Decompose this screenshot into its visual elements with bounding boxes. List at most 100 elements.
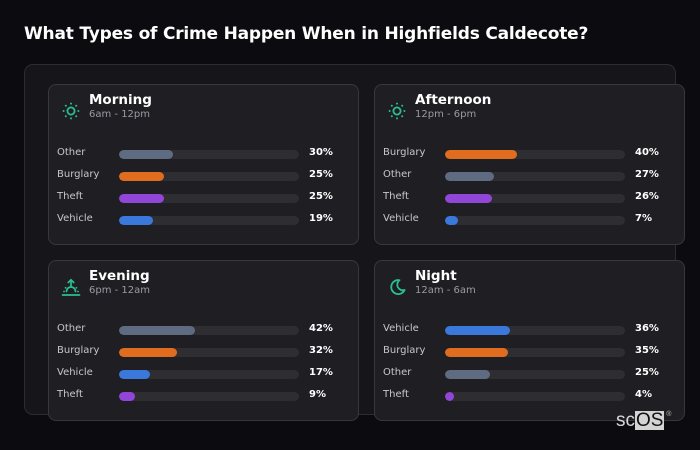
sun-icon: [61, 101, 81, 121]
category-label: Vehicle: [383, 323, 419, 334]
percent-value: 25%: [309, 169, 333, 180]
bar-track: [119, 194, 299, 203]
bar-row-other: Other 30%: [49, 145, 358, 163]
bar-fill-theft: [445, 194, 492, 203]
percent-value: 27%: [635, 169, 659, 180]
bar-row-other: Other 27%: [375, 167, 684, 185]
bar-row-burglary: Burglary 32%: [49, 343, 358, 361]
category-label: Other: [383, 169, 412, 180]
percent-value: 7%: [635, 213, 652, 224]
moon-icon: [387, 277, 407, 297]
bar-track: [119, 150, 299, 159]
bar-track: [445, 326, 625, 335]
bar-fill-vehicle: [445, 326, 510, 335]
category-label: Vehicle: [57, 367, 93, 378]
sunset-icon: [61, 277, 81, 297]
category-label: Burglary: [383, 345, 426, 356]
percent-value: 17%: [309, 367, 333, 378]
bar-row-burglary: Burglary 40%: [375, 145, 684, 163]
bar-fill-theft: [445, 392, 454, 401]
percent-value: 35%: [635, 345, 659, 356]
bar-fill-other: [445, 370, 490, 379]
bar-fill-theft: [119, 194, 164, 203]
page-title: What Types of Crime Happen When in Highf…: [24, 24, 589, 44]
category-label: Vehicle: [57, 213, 93, 224]
scos-logo: sc OS ®: [616, 410, 671, 431]
card-title: Night: [415, 268, 457, 284]
percent-value: 32%: [309, 345, 333, 356]
percent-value: 36%: [635, 323, 659, 334]
bar-track: [445, 370, 625, 379]
sun-icon: [387, 101, 407, 121]
bar-track: [119, 370, 299, 379]
category-label: Burglary: [57, 345, 100, 356]
percent-value: 25%: [635, 367, 659, 378]
percent-value: 26%: [635, 191, 659, 202]
bar-row-theft: Theft 26%: [375, 189, 684, 207]
percent-value: 30%: [309, 147, 333, 158]
bar-track: [119, 326, 299, 335]
period-card-morning: Morning 6am - 12pm Other 30% Burglary 25% Th…: [48, 84, 359, 245]
percent-value: 40%: [635, 147, 659, 158]
period-card-night: Night 12am - 6am Vehicle 36% Burglary 35% Ot…: [374, 260, 685, 421]
bar-row-theft: Theft 4%: [375, 387, 684, 405]
bar-row-burglary: Burglary 35%: [375, 343, 684, 361]
percent-value: 25%: [309, 191, 333, 202]
bar-row-vehicle: Vehicle 17%: [49, 365, 358, 383]
card-time-range: 6am - 12pm: [89, 109, 151, 120]
card-header: Afternoon 12pm - 6pm: [375, 85, 684, 125]
bar-track: [119, 216, 299, 225]
category-label: Theft: [383, 191, 409, 202]
bar-track: [445, 194, 625, 203]
category-label: Burglary: [383, 147, 426, 158]
bar-track: [119, 172, 299, 181]
category-label: Theft: [57, 191, 83, 202]
bar-fill-burglary: [445, 348, 508, 357]
category-label: Other: [57, 323, 86, 334]
bar-fill-other: [445, 172, 494, 181]
card-time-range: 6pm - 12am: [89, 285, 151, 296]
card-header: Night 12am - 6am: [375, 261, 684, 301]
percent-value: 42%: [309, 323, 333, 334]
bar-row-theft: Theft 9%: [49, 387, 358, 405]
registered-mark: ®: [666, 411, 672, 418]
period-card-evening: Evening 6pm - 12am Other 42% Burglary 32% Ve…: [48, 260, 359, 421]
card-time-range: 12pm - 6pm: [415, 109, 477, 120]
percent-value: 4%: [635, 389, 652, 400]
card-title: Evening: [89, 268, 150, 284]
card-header: Morning 6am - 12pm: [49, 85, 358, 125]
percent-value: 19%: [309, 213, 333, 224]
category-label: Other: [383, 367, 412, 378]
bar-fill-burglary: [445, 150, 517, 159]
category-label: Theft: [57, 389, 83, 400]
period-card-afternoon: Afternoon 12pm - 6pm Burglary 40% Other 27%…: [374, 84, 685, 245]
bar-row-vehicle: Vehicle 19%: [49, 211, 358, 229]
bar-fill-burglary: [119, 348, 177, 357]
card-title: Morning: [89, 92, 152, 108]
bar-fill-other: [119, 326, 195, 335]
card-header: Evening 6pm - 12am: [49, 261, 358, 301]
bar-track: [445, 348, 625, 357]
bar-row-other: Other 25%: [375, 365, 684, 383]
bar-fill-vehicle: [119, 216, 154, 225]
category-label: Vehicle: [383, 213, 419, 224]
bar-row-vehicle: Vehicle 7%: [375, 211, 684, 229]
bar-fill-burglary: [119, 172, 164, 181]
category-label: Theft: [383, 389, 409, 400]
card-title: Afternoon: [415, 92, 492, 108]
bar-row-vehicle: Vehicle 36%: [375, 321, 684, 339]
bar-row-theft: Theft 25%: [49, 189, 358, 207]
bar-track: [445, 150, 625, 159]
bar-fill-other: [119, 150, 173, 159]
bar-fill-vehicle: [445, 216, 458, 225]
category-label: Burglary: [57, 169, 100, 180]
bar-track: [445, 216, 625, 225]
bar-track: [445, 172, 625, 181]
logo-os: OS: [635, 410, 665, 431]
bar-track: [445, 392, 625, 401]
bar-track: [119, 392, 299, 401]
category-label: Other: [57, 147, 86, 158]
bar-row-other: Other 42%: [49, 321, 358, 339]
bar-fill-theft: [119, 392, 136, 401]
bar-fill-vehicle: [119, 370, 150, 379]
